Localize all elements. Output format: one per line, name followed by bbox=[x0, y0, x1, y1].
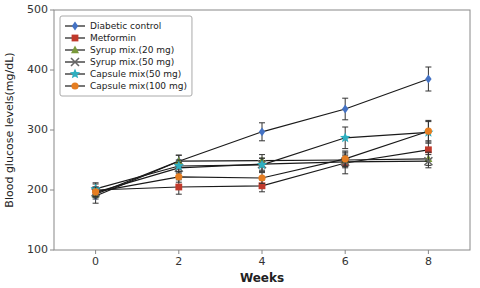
background bbox=[0, 0, 480, 288]
point-marker bbox=[175, 173, 182, 180]
y-axis-label: Blood glucose levels(mg/dL) bbox=[3, 52, 16, 207]
legend-item: Diabetic control bbox=[65, 21, 161, 31]
x-tick bbox=[95, 250, 96, 254]
point-marker bbox=[340, 132, 350, 142]
error-bar bbox=[259, 173, 265, 184]
y-tick bbox=[50, 70, 54, 71]
legend-marker bbox=[71, 58, 79, 66]
legend-box bbox=[60, 16, 192, 96]
point-marker bbox=[258, 174, 265, 181]
point-marker bbox=[342, 155, 349, 162]
x-tick bbox=[345, 250, 346, 254]
legend-label: Capsule mix(50 mg) bbox=[90, 69, 181, 79]
point-marker bbox=[259, 127, 265, 136]
error-bar bbox=[259, 123, 265, 141]
x-tick bbox=[178, 250, 179, 254]
series bbox=[92, 141, 432, 196]
legend-item: Syrup mix.(50 mg) bbox=[65, 57, 174, 67]
plot-frame bbox=[54, 10, 470, 250]
legend-label: Capsule mix(100 mg) bbox=[90, 81, 187, 91]
point-marker bbox=[257, 159, 267, 169]
error-bar bbox=[93, 188, 99, 198]
error-bar bbox=[342, 98, 348, 120]
point-marker bbox=[175, 184, 182, 191]
error-bar bbox=[176, 171, 182, 182]
chart: 100 200 300 400 500 0 2 4 6 8 Weeks Blood glucose l… bbox=[0, 0, 480, 288]
x-tick-label: 6 bbox=[342, 255, 349, 268]
legend-item: Capsule mix(50 mg) bbox=[65, 69, 181, 79]
legend-marker bbox=[70, 69, 80, 79]
y-tick-label: 100 bbox=[27, 243, 48, 256]
legend-marker bbox=[71, 82, 78, 89]
error-bar bbox=[342, 151, 348, 167]
legend-item: Metformin bbox=[65, 33, 136, 43]
legend-item: Capsule mix(100 mg) bbox=[65, 81, 187, 91]
series bbox=[92, 120, 432, 196]
x-tick-label: 4 bbox=[259, 255, 266, 268]
point-marker bbox=[342, 105, 348, 114]
point-marker bbox=[425, 128, 432, 135]
error-bar bbox=[425, 120, 431, 142]
y-tick-label: 200 bbox=[27, 183, 48, 196]
legend-marker bbox=[71, 46, 79, 54]
error-bar bbox=[425, 67, 431, 91]
x-axis-label: Weeks bbox=[240, 271, 284, 285]
legend-label: Syrup mix.(20 mg) bbox=[90, 45, 174, 55]
point-marker bbox=[425, 75, 431, 84]
x-tick bbox=[428, 250, 429, 254]
x-tick-label: 2 bbox=[175, 255, 182, 268]
point-marker bbox=[424, 157, 432, 165]
series-line bbox=[96, 79, 429, 196]
point-marker bbox=[174, 161, 184, 171]
series bbox=[90, 122, 433, 195]
error-bar bbox=[93, 187, 99, 197]
y-tick bbox=[50, 250, 54, 251]
y-tick bbox=[50, 130, 54, 131]
error-bar bbox=[425, 155, 431, 168]
x-tick-label: 8 bbox=[425, 255, 432, 268]
y-tick bbox=[50, 10, 54, 11]
x-tick bbox=[262, 250, 263, 254]
y-tick-label: 500 bbox=[27, 3, 48, 16]
legend-label: Metformin bbox=[90, 33, 136, 43]
point-marker bbox=[92, 188, 99, 195]
legend: Diabetic control Metformin Syrup mix.(20 m… bbox=[60, 16, 192, 96]
series-line bbox=[96, 150, 429, 190]
series-line bbox=[96, 159, 429, 194]
x-tick-label: 0 bbox=[92, 255, 99, 268]
series-line bbox=[96, 132, 429, 188]
y-tick-label: 300 bbox=[27, 123, 48, 136]
y-tick bbox=[50, 190, 54, 191]
plot-data bbox=[90, 67, 433, 203]
y-tick-label: 400 bbox=[27, 63, 48, 76]
legend-item: Syrup mix.(20 mg) bbox=[65, 45, 174, 55]
legend-label: Syrup mix.(50 mg) bbox=[90, 57, 174, 67]
legend-label: Diabetic control bbox=[90, 21, 161, 31]
series-line bbox=[96, 131, 429, 192]
legend-marker bbox=[72, 22, 78, 31]
legend-marker bbox=[72, 35, 79, 42]
